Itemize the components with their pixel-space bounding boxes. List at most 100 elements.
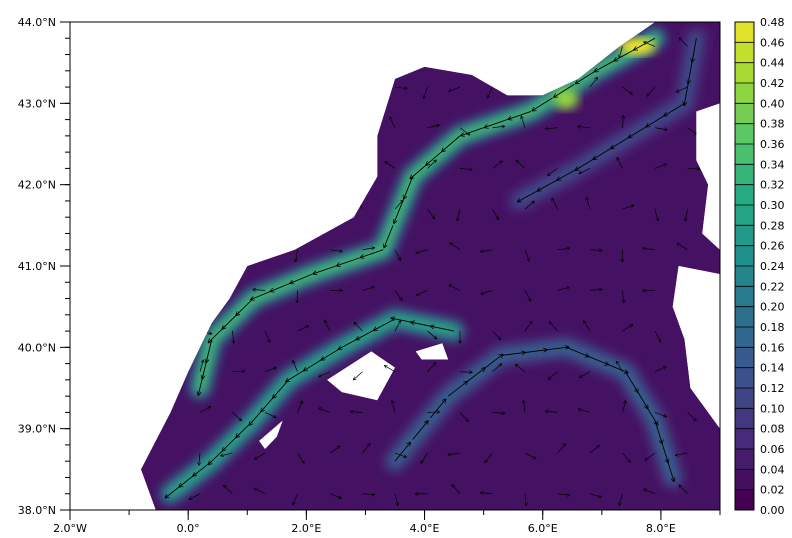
velocity-arrow — [354, 322, 363, 332]
velocity-arrow — [676, 452, 688, 455]
velocity-arrow — [614, 48, 636, 61]
velocity-arrow — [351, 412, 363, 413]
velocity-arrow — [622, 401, 626, 413]
velocity-arrow — [394, 87, 407, 88]
velocity-arrow — [622, 86, 633, 94]
colorbar-label: 0.18 — [760, 321, 785, 334]
velocity-arrow — [423, 86, 428, 98]
velocity-arrow — [546, 411, 558, 412]
velocity-arrow — [584, 321, 591, 332]
x-tick-label: 6.0°E — [528, 522, 558, 535]
velocity-arrow — [644, 489, 656, 495]
colorbar-label: 0.32 — [760, 179, 785, 192]
colorbar-label: 0.48 — [760, 16, 785, 29]
velocity-arrow — [338, 337, 360, 349]
velocity-arrow — [221, 452, 233, 456]
velocity-arrow — [384, 225, 394, 247]
velocity-arrow — [452, 485, 461, 494]
colorbar-swatch — [735, 469, 754, 491]
colorbar-swatch — [735, 428, 754, 450]
velocity-arrow — [394, 290, 402, 300]
velocity-arrow — [319, 408, 331, 413]
velocity-arrow — [447, 382, 467, 397]
colorbar-label: 0.06 — [760, 443, 785, 456]
velocity-arrow — [589, 289, 602, 290]
velocity-arrow — [329, 446, 340, 454]
y-tick-label: 38.0°N — [18, 504, 56, 517]
colorbar-swatch — [735, 408, 754, 430]
colorbar-swatch — [735, 62, 754, 84]
velocity-arrow — [687, 412, 697, 420]
velocity-arrow — [461, 127, 484, 136]
velocity-arrow — [232, 371, 245, 372]
velocity-arrow — [233, 331, 234, 343]
velocity-arrow — [616, 361, 623, 372]
colorbar-label: 0.10 — [760, 402, 785, 415]
velocity-arrow — [619, 46, 623, 58]
velocity-arrow — [586, 198, 591, 210]
velocity-arrow — [481, 290, 493, 293]
velocity-arrow — [524, 452, 536, 459]
velocity-arrow — [501, 352, 525, 356]
velocity-arrow — [487, 86, 493, 98]
velocity-arrow — [457, 208, 461, 221]
velocity-arrow — [492, 364, 502, 372]
velocity-arrow — [264, 412, 276, 417]
velocity-arrow — [391, 318, 415, 324]
x-tick-label: 4.0°E — [410, 522, 440, 535]
velocity-arrow — [576, 70, 597, 84]
velocity-arrow — [557, 287, 570, 291]
velocity-arrow — [685, 208, 688, 221]
colorbar: 0.48 0.46 0.44 0.42 0.40 0.38 0.36 0.34 0.32 0.30… — [734, 16, 785, 517]
velocity-arrow — [589, 250, 602, 251]
velocity-arrow — [524, 321, 532, 332]
y-tick-label: 40.0°N — [18, 341, 56, 354]
velocity-arrow — [385, 366, 396, 373]
colorbar-swatch — [735, 123, 754, 145]
velocity-arrow — [270, 281, 293, 291]
velocity-arrow — [426, 149, 445, 165]
colorbar-label: 0.46 — [760, 36, 785, 49]
velocity-arrow — [459, 127, 470, 135]
velocity-arrow — [394, 249, 401, 261]
velocity-arrow — [532, 97, 553, 111]
velocity-arrow — [297, 452, 305, 463]
colorbar-swatch — [735, 83, 754, 104]
velocity-arrow — [544, 347, 569, 351]
velocity-arrow — [427, 125, 440, 129]
velocity-arrow — [251, 289, 274, 299]
colorbar-label: 0.04 — [760, 463, 785, 476]
colorbar-label: 0.42 — [760, 77, 785, 90]
velocity-arrow — [411, 322, 435, 328]
velocity-arrow — [253, 290, 266, 291]
velocity-arrow — [654, 330, 661, 342]
velocity-arrow — [492, 412, 505, 413]
velocity-arrow — [654, 412, 666, 416]
colorbar-swatch — [735, 347, 754, 369]
y-tick-label: 42.0°N — [18, 179, 56, 192]
velocity-arrow — [362, 494, 375, 495]
velocity-arrow — [518, 189, 540, 202]
velocity-arrow — [692, 38, 697, 62]
speed-patch — [554, 89, 579, 110]
velocity-arrow — [557, 168, 579, 180]
colorbar-swatch — [735, 449, 754, 470]
velocity-arrow — [575, 157, 597, 171]
velocity-arrow — [566, 346, 588, 356]
island-mallorca — [327, 351, 395, 401]
velocity-arrow — [687, 127, 698, 135]
velocity-arrow — [557, 494, 570, 495]
colorbar-swatch — [735, 489, 754, 511]
velocity-arrow — [492, 330, 501, 340]
velocity-arrow — [611, 135, 632, 149]
velocity-arrow — [684, 81, 689, 106]
velocity-arrow — [622, 205, 634, 210]
velocity-arrow — [356, 327, 378, 339]
velocity-arrow — [293, 493, 298, 505]
velocity-arrow — [605, 363, 628, 373]
velocity-arrow — [394, 200, 404, 223]
velocity-arrow — [525, 493, 526, 506]
velocity-arrow — [679, 38, 688, 47]
velocity-arrow — [524, 249, 529, 261]
velocity-arrow — [199, 360, 203, 372]
